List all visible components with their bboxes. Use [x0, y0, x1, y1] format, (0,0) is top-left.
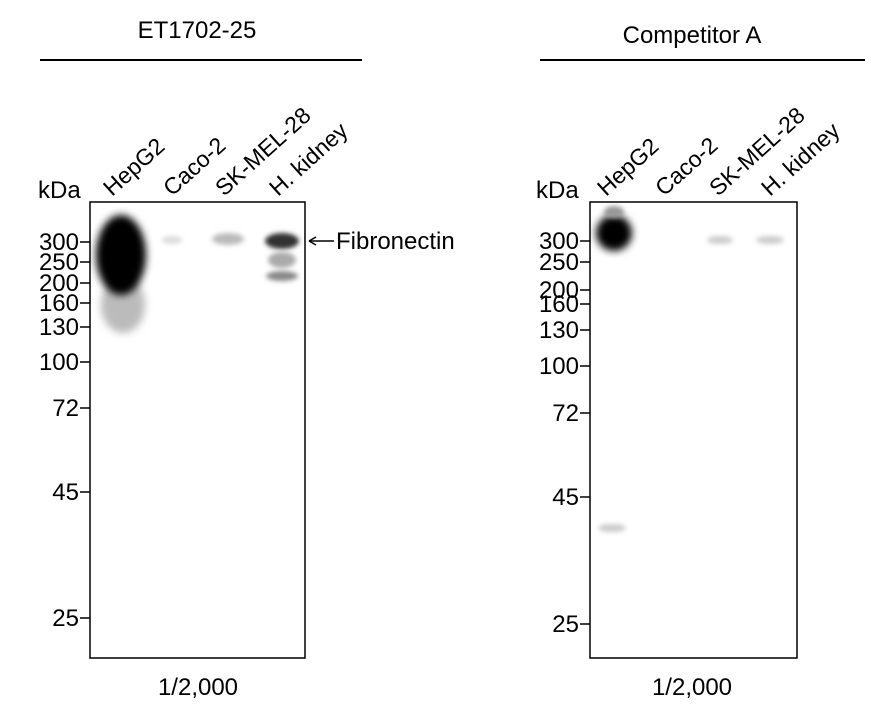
marker-label: 130	[39, 314, 79, 341]
marker-label: 100	[39, 349, 79, 376]
marker-label: 160	[39, 290, 79, 317]
lane-label: HepG2	[98, 133, 170, 201]
dilution: 1/2,000	[652, 674, 732, 701]
marker-label: 72	[52, 395, 79, 422]
dilution: 1/2,000	[158, 674, 238, 701]
marker-label: 130	[539, 317, 579, 344]
panel-title: ET1702-25	[138, 17, 257, 44]
marker-label: 72	[552, 400, 579, 427]
marker-label: 300	[539, 228, 579, 255]
marker-label: 300	[39, 229, 79, 256]
marker-label: 200	[39, 270, 79, 297]
marker-label: 45	[552, 484, 579, 511]
arrow-head	[308, 236, 317, 246]
marker-label: 250	[539, 249, 579, 276]
band-annotation: Fibronectin	[336, 228, 455, 255]
marker-label: 100	[539, 353, 579, 380]
unit-label: kDa	[536, 177, 579, 204]
marker-label: 25	[552, 611, 579, 638]
bands	[96, 215, 299, 333]
unit-label: kDa	[38, 177, 81, 204]
marker-label: 200	[539, 277, 579, 304]
marker-label: 250	[39, 249, 79, 276]
marker-label: 25	[52, 605, 79, 632]
marker-label: 45	[52, 479, 79, 506]
panel-title: Competitor A	[623, 22, 762, 49]
lane-label: HepG2	[592, 133, 664, 201]
bands	[596, 206, 784, 532]
marker-label: 160	[539, 291, 579, 318]
membrane	[589, 201, 798, 659]
